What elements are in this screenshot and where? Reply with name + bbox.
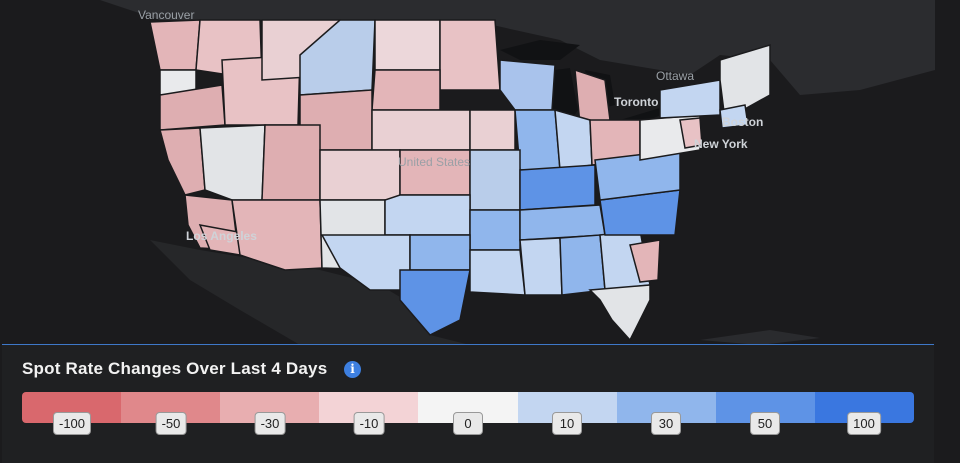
city-label-boston: Boston [722,115,763,129]
region-nd [374,19,441,71]
region-utah [261,124,321,201]
region-new-england [719,43,771,122]
city-label-ottawa: Ottawa [656,69,694,83]
region-nj [679,117,703,149]
region-norcal [159,127,206,196]
region-texas-s [399,269,471,336]
city-label-vancouver: Vancouver [138,8,194,22]
legend-label: -30 [254,412,286,435]
legend-label: -100 [52,412,92,435]
region-illinois [514,109,561,171]
cuba-island [700,330,820,345]
legend-title: Spot Rate Changes Over Last 4 Days [22,359,328,378]
legend-label: 0 [453,412,483,435]
region-florida [588,284,651,342]
region-missouri [469,149,521,211]
us-regions[interactable] [149,19,771,342]
legend-label: 100 [847,412,881,435]
legend-label: 10 [552,412,582,435]
legend-label: 30 [651,412,681,435]
region-nevada [199,124,266,201]
city-label-toronto: Toronto [614,95,658,109]
region-tennessee [519,204,606,241]
mexico-landmass [150,240,470,345]
region-boston [719,104,749,129]
info-icon[interactable]: i [344,361,361,378]
region-arkansas [469,209,521,251]
city-label-new-york: New York [694,137,748,151]
region-texas-n [409,234,471,271]
region-wisconsin [499,59,556,111]
region-indiana [554,108,593,171]
us-market-map[interactable]: Vancouver Ottawa Toronto Boston New York… [0,0,960,345]
region-sd [371,69,441,111]
lake-superior [500,40,580,60]
region-new-york [659,79,721,119]
city-label-united-states: United States [398,155,470,169]
region-savannah [629,239,661,283]
region-seattle [149,19,201,71]
region-oklahoma [384,194,471,236]
region-alabama [559,234,606,296]
region-colorado [319,149,401,201]
region-arizona [231,199,323,271]
region-mn [439,19,501,91]
region-nebraska [371,109,471,151]
region-iowa [469,109,516,151]
city-label-los-angeles: Los Angeles [186,229,257,243]
region-kentucky [519,164,596,211]
legend-label: -10 [353,412,385,435]
legend-panel: Spot Rate Changes Over Last 4 Days i -10… [2,344,934,463]
canada-landmass [0,0,935,95]
region-mississippi [519,237,563,296]
region-texas-w [320,234,411,291]
legend-label: 50 [750,412,780,435]
region-louisiana [469,249,526,296]
legend-label: -50 [155,412,187,435]
